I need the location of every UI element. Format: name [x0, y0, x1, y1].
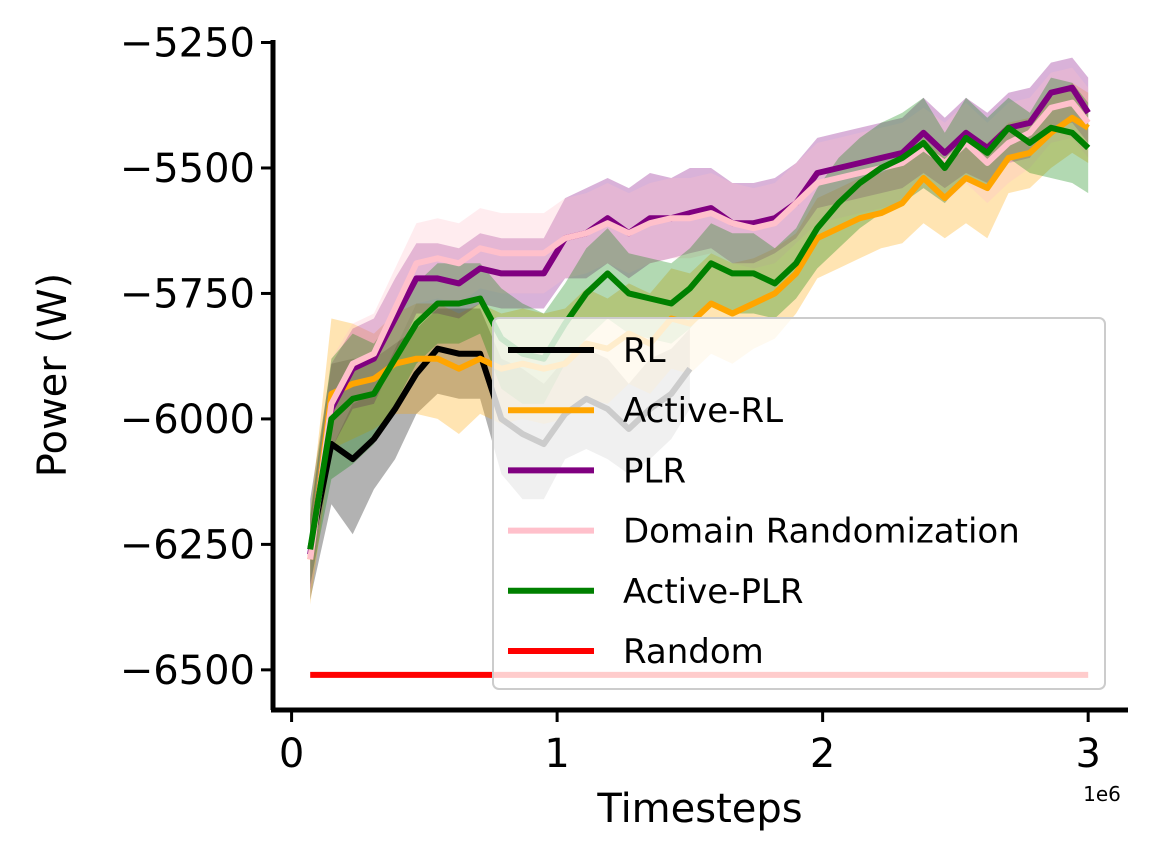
legend-items: RL Active-RL PLR Domain Randomization Active… [508, 331, 1020, 672]
y-tick-label: −6250 [120, 522, 255, 568]
legend-label: Domain Randomization [623, 512, 1020, 552]
x-axis-label: Timesteps [596, 786, 802, 832]
plr-line [307, 84, 1091, 555]
active-rl-line [307, 114, 1090, 560]
x-tick-label: 3 [1075, 731, 1100, 777]
domain-randomization-band [310, 67, 1089, 590]
legend-label: Active-PLR [623, 572, 804, 612]
legend-entry-active-plr: Active-PLR [508, 572, 804, 612]
y-ticks: −6500 −6250 −6000 −5750 −5500 −5250 [120, 21, 273, 694]
y-tick-label: −6500 [120, 648, 255, 694]
legend-label: PLR [623, 451, 686, 491]
legend: RL Active-RL PLR Domain Randomization Active… [492, 317, 1106, 690]
y-axis-label: Power (W) [30, 273, 76, 477]
x-ticks: 0 1 2 3 [279, 710, 1101, 777]
legend-label: Active-RL [623, 391, 783, 431]
legend-entry-plr: PLR [508, 451, 686, 491]
legend-entry-rl: RL [508, 331, 666, 371]
legend-entry-active-rl: Active-RL [508, 391, 783, 431]
legend-frame [492, 317, 1106, 690]
x-tick-label: 1 [544, 731, 569, 777]
legend-label: RL [623, 331, 666, 371]
y-tick-label: −5500 [120, 146, 255, 192]
legend-entry-domain-randomization: Domain Randomization [508, 512, 1020, 552]
axes [270, 40, 1128, 713]
x-tick-label: 2 [810, 731, 835, 777]
x-tick-label: 0 [279, 731, 304, 777]
y-tick-label: −5750 [120, 271, 255, 317]
y-tick-label: −5250 [120, 21, 255, 67]
plr-band [310, 57, 1089, 590]
legend-label: Random [623, 632, 764, 672]
x-offset-label: 1e6 [1083, 782, 1121, 806]
y-tick-label: −6000 [120, 397, 255, 443]
legend-entry-random: Random [508, 632, 764, 672]
active-plr-line [307, 124, 1091, 550]
